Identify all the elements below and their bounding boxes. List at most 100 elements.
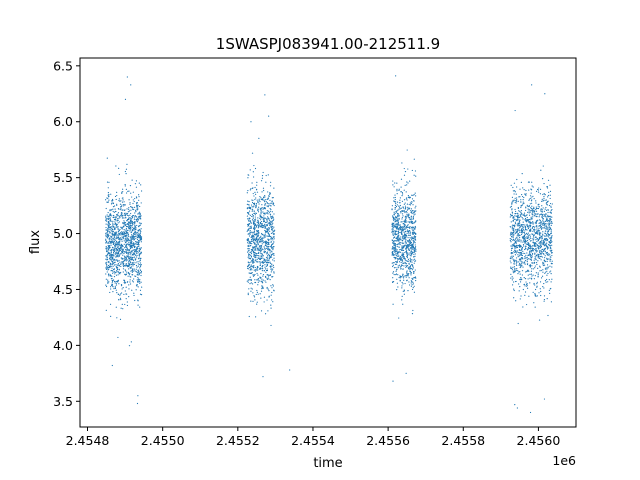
data-point	[404, 259, 407, 261]
data-point	[402, 207, 405, 209]
data-point	[511, 228, 514, 230]
data-point	[543, 300, 545, 302]
data-point	[125, 243, 127, 245]
data-point	[543, 248, 546, 250]
data-point	[261, 260, 263, 263]
data-point	[133, 233, 135, 235]
data-point	[271, 291, 273, 294]
data-point	[408, 284, 411, 286]
data-point	[270, 237, 272, 239]
data-point	[405, 198, 407, 200]
data-point	[516, 186, 518, 188]
data-point	[119, 217, 121, 219]
data-point	[133, 223, 135, 225]
data-point	[520, 241, 522, 243]
data-point	[404, 184, 406, 186]
data-point	[528, 205, 530, 208]
data-point	[547, 200, 549, 202]
data-point	[267, 258, 269, 260]
data-point	[273, 230, 275, 232]
data-point	[120, 285, 123, 287]
data-point	[118, 173, 120, 176]
data-point	[273, 233, 275, 236]
data-point	[545, 240, 547, 242]
data-point	[122, 261, 124, 264]
data-point	[270, 265, 272, 267]
data-point	[120, 206, 122, 208]
data-point	[405, 274, 407, 277]
data-point	[110, 235, 112, 237]
data-point	[269, 207, 271, 210]
data-point	[264, 261, 266, 263]
data-point	[129, 217, 131, 219]
data-point	[402, 229, 404, 231]
data-point	[105, 235, 107, 238]
data-point	[258, 280, 260, 282]
data-point	[412, 226, 414, 229]
data-point	[130, 192, 132, 194]
data-point	[268, 248, 271, 251]
data-point	[110, 259, 112, 261]
y-axis-label: flux	[28, 230, 43, 254]
data-point	[113, 248, 115, 251]
data-point	[401, 239, 404, 242]
data-point	[518, 290, 520, 292]
data-point	[532, 248, 535, 250]
data-point	[530, 207, 533, 210]
data-point	[125, 286, 127, 288]
data-point	[126, 301, 128, 303]
data-point	[248, 288, 250, 290]
data-point	[140, 257, 142, 259]
data-point	[547, 236, 550, 238]
data-point	[514, 268, 516, 271]
data-point	[266, 261, 268, 263]
data-point	[115, 253, 117, 255]
data-point	[114, 226, 116, 228]
data-point	[262, 279, 264, 281]
data-point	[405, 263, 408, 265]
data-point	[258, 206, 260, 208]
data-point	[540, 241, 543, 243]
data-point	[543, 221, 545, 223]
data-point	[405, 207, 407, 209]
data-point	[248, 220, 251, 222]
data-point	[524, 227, 527, 229]
data-point	[119, 273, 121, 275]
data-point	[410, 218, 412, 220]
data-point	[529, 250, 531, 252]
data-point	[254, 299, 256, 301]
data-point	[114, 246, 117, 248]
data-point	[115, 216, 117, 219]
data-point	[266, 299, 268, 301]
data-point	[115, 282, 118, 284]
data-point	[409, 241, 411, 243]
data-point	[399, 266, 401, 268]
data-point	[511, 255, 513, 257]
data-point	[270, 202, 272, 204]
data-point	[395, 244, 397, 246]
data-point	[403, 242, 405, 244]
data-point	[510, 184, 512, 186]
data-point	[140, 281, 142, 283]
data-point	[107, 281, 109, 283]
data-point	[140, 190, 143, 192]
data-point	[513, 270, 515, 272]
data-point-outlier	[514, 404, 516, 406]
data-point	[121, 201, 124, 203]
data-point	[106, 234, 108, 236]
data-point	[414, 244, 416, 246]
data-point	[528, 270, 530, 272]
data-point	[253, 295, 255, 297]
data-point	[401, 216, 403, 219]
data-point	[409, 197, 411, 199]
data-point	[265, 181, 267, 183]
data-point	[132, 265, 134, 267]
data-point	[407, 224, 409, 226]
data-point	[525, 236, 527, 238]
data-point	[524, 263, 526, 265]
data-point	[539, 251, 541, 254]
data-point	[126, 259, 128, 261]
data-point	[549, 190, 552, 192]
data-point	[138, 199, 140, 201]
data-point	[257, 219, 259, 221]
